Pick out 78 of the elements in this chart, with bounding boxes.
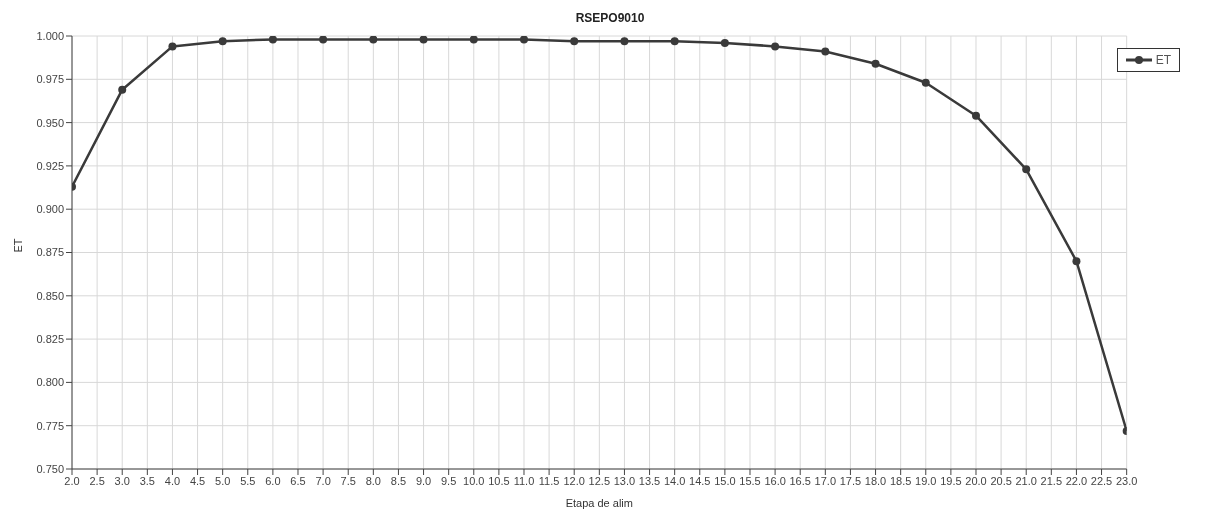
y-tick-label: 0.800 xyxy=(36,376,64,389)
y-tick-label: 1.000 xyxy=(36,29,64,42)
x-tick-label: 7.5 xyxy=(340,474,356,487)
x-tick-label: 4.5 xyxy=(189,474,206,487)
x-tick-label: 14.0 xyxy=(663,474,686,487)
y-tick-label: 0.975 xyxy=(36,73,64,86)
point xyxy=(168,42,177,51)
y-tick-label: 0.950 xyxy=(36,116,64,129)
y-tick-label: 0.825 xyxy=(36,333,64,346)
x-tick-label: 19.0 xyxy=(915,474,937,487)
point xyxy=(469,36,478,44)
x-tick-label: 9.0 xyxy=(415,474,432,487)
legend-label: ET xyxy=(1155,53,1171,67)
x-tick-label: 12.5 xyxy=(588,474,611,487)
x-tick-label: 19.5 xyxy=(940,474,962,487)
x-tick-label: 22.5 xyxy=(1090,474,1113,487)
x-tick-label: 4.0 xyxy=(164,474,181,487)
x-tick-label: 3.5 xyxy=(139,474,155,487)
x-tick-label: 15.5 xyxy=(739,474,761,487)
x-tick-label: 12.0 xyxy=(563,474,585,487)
point xyxy=(720,38,729,47)
x-tick-label: 5.5 xyxy=(240,474,256,487)
x-tick-label: 16.0 xyxy=(764,474,786,487)
x-tick-label: 13.0 xyxy=(613,474,636,487)
x-tick-label: 10.0 xyxy=(463,474,485,487)
x-tick-label: 6.5 xyxy=(290,474,306,487)
point xyxy=(118,85,127,94)
y-tick-label: 0.850 xyxy=(36,289,64,302)
x-tick-label: 10.5 xyxy=(488,474,510,487)
point xyxy=(921,78,930,87)
point xyxy=(369,36,378,44)
x-tick-label: 20.0 xyxy=(965,474,987,487)
point xyxy=(1072,257,1081,266)
x-tick-label: 17.5 xyxy=(839,474,862,487)
point xyxy=(218,37,227,46)
point xyxy=(971,111,980,120)
point xyxy=(771,42,780,51)
point xyxy=(570,37,579,46)
x-tick-label: 18.0 xyxy=(864,474,887,487)
x-tick-label: 23.0 xyxy=(1115,474,1138,487)
point xyxy=(319,36,328,44)
y-tick-label: 0.900 xyxy=(36,203,64,216)
x-tick-label: 14.5 xyxy=(689,474,711,487)
x-tick-label: 2.0 xyxy=(64,474,80,487)
point xyxy=(419,36,428,44)
x-tick-label: 21.5 xyxy=(1040,474,1063,487)
x-tick-label: 17.0 xyxy=(814,474,837,487)
y-tick-label: 0.750 xyxy=(36,462,64,475)
x-tick-label: 20.5 xyxy=(990,474,1012,487)
x-tick-label: 8.0 xyxy=(365,474,381,487)
point xyxy=(268,36,277,44)
x-tick-label: 7.0 xyxy=(315,474,331,487)
x-tick-label: 2.5 xyxy=(89,474,105,487)
point xyxy=(670,37,679,46)
x-tick-label: 18.5 xyxy=(889,474,912,487)
x-tick-label: 8.5 xyxy=(390,474,407,487)
x-tick-label: 9.5 xyxy=(441,474,457,487)
x-tick-label: 13.5 xyxy=(638,474,661,487)
x-axis-title: Etapa de alim xyxy=(565,497,633,509)
y-tick-label: 0.875 xyxy=(36,246,64,259)
x-tick-label: 11.5 xyxy=(538,474,560,487)
point xyxy=(821,47,830,56)
x-tick-label: 5.0 xyxy=(215,474,231,487)
x-tick-label: 16.5 xyxy=(789,474,811,487)
x-tick-label: 6.0 xyxy=(265,474,281,487)
x-tick-label: 3.0 xyxy=(114,474,130,487)
x-tick-label: 11.0 xyxy=(513,474,535,487)
point xyxy=(620,37,629,46)
point xyxy=(871,59,880,68)
x-tick-label: 15.0 xyxy=(714,474,736,487)
y-tick-label: 0.775 xyxy=(36,419,64,432)
x-tick-label: 21.0 xyxy=(1015,474,1037,487)
point xyxy=(1022,165,1031,174)
point xyxy=(520,36,528,44)
y-tick-label: 0.925 xyxy=(36,159,64,172)
y-axis-title: ET xyxy=(11,238,24,253)
x-tick-label: 22.0 xyxy=(1065,474,1088,487)
chart-title: RSEPO9010 xyxy=(574,10,646,27)
